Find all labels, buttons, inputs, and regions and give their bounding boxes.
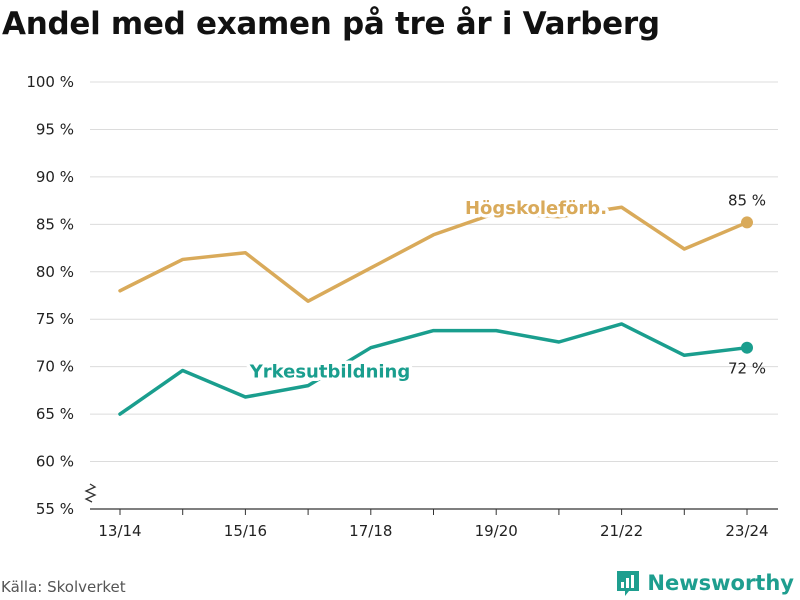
y-tick-label: 60 % [36,453,74,471]
brand-logo: Newsworthy [615,569,794,597]
chart-title: Andel med examen på tre år i Varberg [2,6,660,42]
x-tick-label: 17/18 [349,522,392,540]
y-tick-label: 100 % [26,73,74,91]
gridlines [84,81,778,510]
x-tick-label: 21/22 [600,522,643,540]
x-tick-label: 15/16 [224,522,267,540]
y-tick-label: 95 % [36,120,74,138]
y-tick-label: 75 % [36,310,74,328]
y-axis-tick-labels: 55 % 60 % 65 % 70 % 75 % 80 % 85 % 90 % 95 % 100 … [26,73,74,518]
y-tick-label: 55 % [36,500,74,518]
series-line [118,205,749,303]
series-label-halo: Yrkesutbildning [249,361,411,382]
x-tick-label: 23/24 [725,522,768,540]
series-label: Yrkesutbildning [249,361,411,382]
x-axis: 13/14 15/16 17/18 19/20 21/22 23/24 [98,509,769,540]
y-tick-label: 90 % [36,168,74,186]
series-lines [118,205,753,416]
series-labels: Högskoleförb.Högskoleförb.Yrkesutbildnin… [245,191,766,385]
y-tick-label: 85 % [36,215,74,233]
axis-break-icon [84,483,97,503]
brand-name: Newsworthy [647,571,794,595]
bar-chart-logo-icon [617,571,640,596]
y-tick-label: 70 % [36,358,74,376]
series-end-marker [741,341,753,354]
series-label: Högskoleförb. [465,198,607,219]
data-label-end: 85 % [728,191,766,209]
y-tick-label: 65 % [36,405,74,423]
series-label-halo: Högskoleförb. [465,198,607,219]
source-note: Källa: Skolverket [1,578,126,596]
x-tick-label: 13/14 [98,522,141,540]
series-end-marker [741,216,753,229]
data-label-end: 72 % [728,360,766,378]
y-tick-label: 80 % [36,263,74,281]
series-line [118,322,749,416]
x-tick-label: 19/20 [475,522,518,540]
